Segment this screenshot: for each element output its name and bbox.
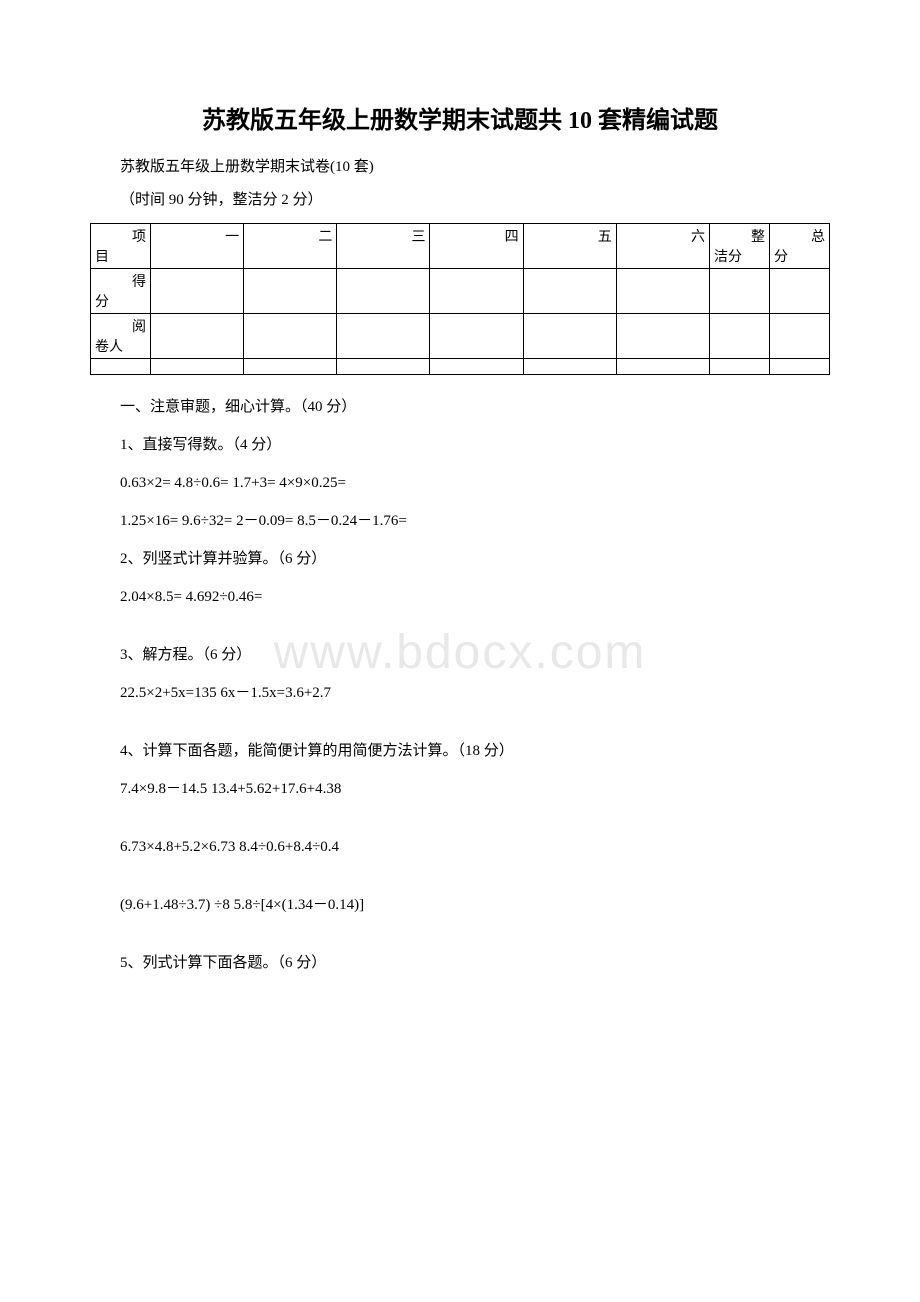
cell-empty xyxy=(710,359,770,375)
section-1-heading: 一、注意审题，细心计算。（40 分） xyxy=(90,395,830,419)
q5-title: 5、列式计算下面各题。（6 分） xyxy=(90,951,830,975)
cell-empty xyxy=(770,314,830,359)
cell-empty xyxy=(616,269,709,314)
cell-empty xyxy=(523,359,616,375)
q1-line2: 1.25×16= 9.6÷32= 2－0.09= 8.5－0.24－1.76= xyxy=(90,509,830,533)
q3-title: 3、解方程。（6 分） xyxy=(90,643,830,667)
cell-col-5: 五 xyxy=(523,224,616,269)
cell-empty xyxy=(337,314,430,359)
q2-title: 2、列竖式计算并验算。（6 分） xyxy=(90,547,830,571)
cell-empty xyxy=(616,359,709,375)
cell-empty xyxy=(91,359,151,375)
spacer xyxy=(90,623,830,643)
cell-empty xyxy=(770,269,830,314)
q4-line2: 6.73×4.8+5.2×6.73 8.4÷0.6+8.4÷0.4 xyxy=(90,835,830,859)
q1-line1: 0.63×2= 4.8÷0.6= 1.7+3= 4×9×0.25= xyxy=(90,471,830,495)
spacer xyxy=(90,873,830,893)
cell-empty xyxy=(337,269,430,314)
table-row-reviewer: 阅卷人 xyxy=(91,314,830,359)
cell-empty xyxy=(710,314,770,359)
table-row-header: 项目 一 二 三 四 五 六 整洁分 总分 xyxy=(91,224,830,269)
cell-col-3: 三 xyxy=(337,224,430,269)
cell-empty xyxy=(151,359,244,375)
page-title: 苏教版五年级上册数学期末试题共 10 套精编试题 xyxy=(90,100,830,135)
cell-label-item: 项目 xyxy=(91,224,151,269)
cell-label-score: 得分 xyxy=(91,269,151,314)
spacer xyxy=(90,931,830,951)
table-row-empty xyxy=(91,359,830,375)
table-row-score: 得分 xyxy=(91,269,830,314)
cell-col-1: 一 xyxy=(151,224,244,269)
time-info: （时间 90 分钟，整洁分 2 分） xyxy=(90,188,830,209)
cell-empty xyxy=(151,269,244,314)
cell-empty xyxy=(430,269,523,314)
cell-empty xyxy=(430,359,523,375)
cell-label-reviewer: 阅卷人 xyxy=(91,314,151,359)
cell-empty xyxy=(523,269,616,314)
cell-empty xyxy=(244,269,337,314)
spacer xyxy=(90,719,830,739)
q4-title: 4、计算下面各题，能简便计算的用简便方法计算。（18 分） xyxy=(90,739,830,763)
score-table: 项目 一 二 三 四 五 六 整洁分 总分 得分 阅卷人 xyxy=(90,223,830,375)
cell-empty xyxy=(523,314,616,359)
cell-empty xyxy=(244,359,337,375)
q4-line1: 7.4×9.8－14.5 13.4+5.62+17.6+4.38 xyxy=(90,777,830,801)
cell-col-8: 总分 xyxy=(770,224,830,269)
cell-col-7: 整洁分 xyxy=(710,224,770,269)
q3-line1: 22.5×2+5x=135 6x－1.5x=3.6+2.7 xyxy=(90,681,830,705)
cell-empty xyxy=(430,314,523,359)
cell-col-4: 四 xyxy=(430,224,523,269)
cell-col-6: 六 xyxy=(616,224,709,269)
q1-title: 1、直接写得数。（4 分） xyxy=(90,433,830,457)
cell-empty xyxy=(710,269,770,314)
q4-line3: (9.6+1.48÷3.7) ÷8 5.8÷[4×(1.34－0.14)] xyxy=(90,893,830,917)
cell-empty xyxy=(151,314,244,359)
cell-empty xyxy=(337,359,430,375)
spacer xyxy=(90,815,830,835)
cell-col-2: 二 xyxy=(244,224,337,269)
cell-empty xyxy=(616,314,709,359)
subtitle: 苏教版五年级上册数学期末试卷(10 套) xyxy=(90,155,830,176)
cell-empty xyxy=(770,359,830,375)
cell-empty xyxy=(244,314,337,359)
q2-line1: 2.04×8.5= 4.692÷0.46= xyxy=(90,585,830,609)
